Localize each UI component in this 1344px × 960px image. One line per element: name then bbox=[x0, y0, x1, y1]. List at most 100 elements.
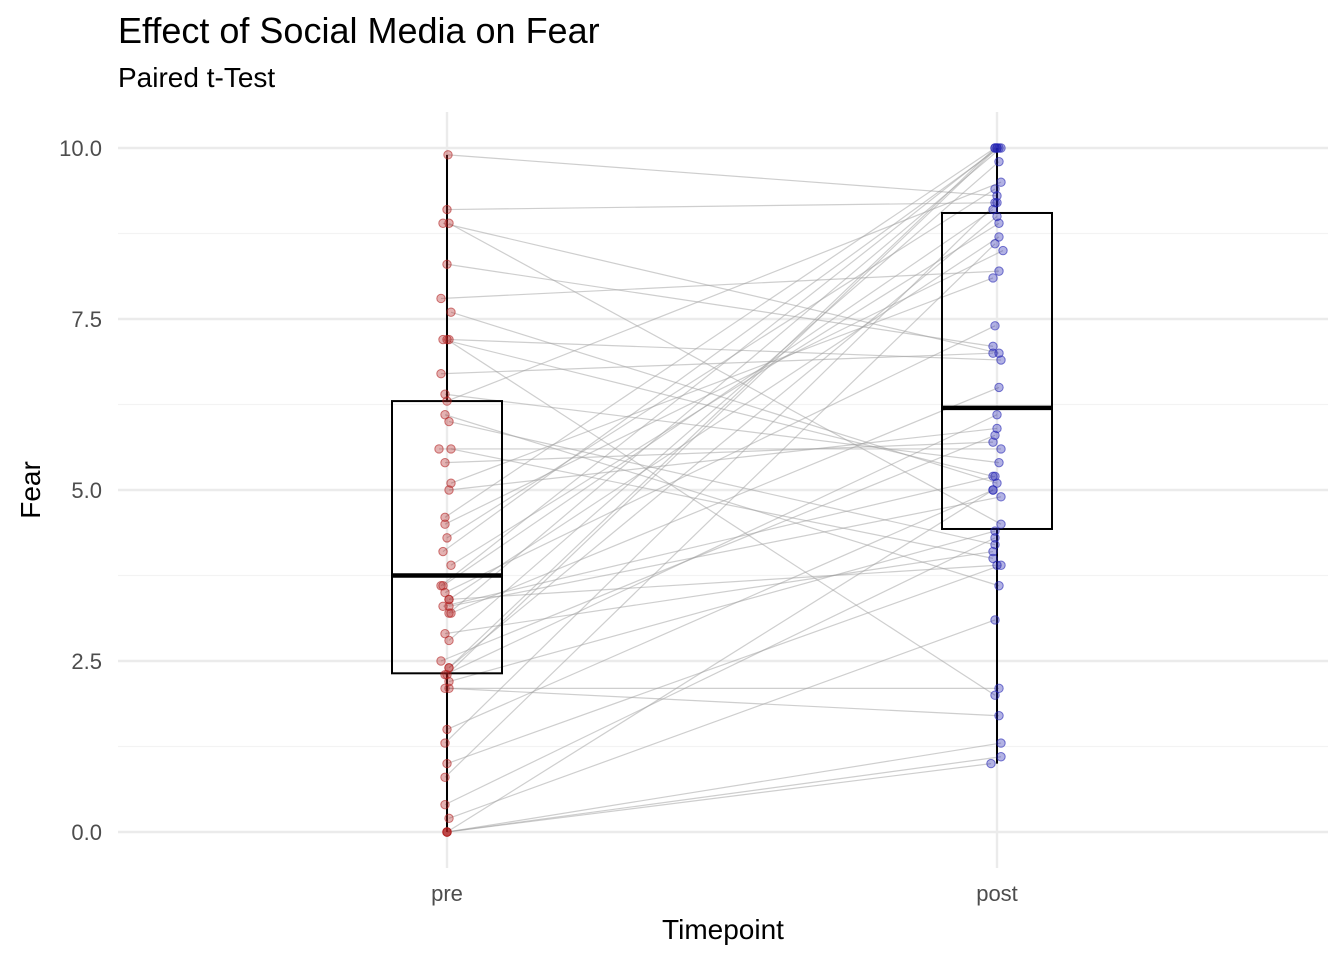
y-tick-label: 5.0 bbox=[71, 478, 102, 503]
point-pre bbox=[444, 485, 454, 495]
point-pre bbox=[440, 628, 450, 639]
paired-line bbox=[446, 339, 996, 696]
point-pre bbox=[444, 635, 454, 646]
paired-line bbox=[440, 352, 994, 375]
x-tick-label-post: post bbox=[976, 881, 1018, 906]
chart-title: Effect of Social Media on Fear bbox=[118, 10, 600, 51]
paired-line bbox=[450, 222, 1000, 566]
point-pre bbox=[442, 758, 452, 769]
point-pre bbox=[444, 676, 454, 687]
paired-line bbox=[450, 386, 1000, 614]
paired-line bbox=[444, 147, 996, 518]
point-post bbox=[994, 218, 1004, 228]
paired-line bbox=[448, 427, 998, 491]
boxplot-layer bbox=[391, 148, 1053, 832]
point-post bbox=[988, 546, 998, 557]
point-post bbox=[988, 341, 998, 352]
axis-layer: 0.0 2.5 5.0 7.5 10.0 pre post bbox=[59, 136, 1018, 906]
point-pre bbox=[444, 608, 454, 618]
point-post bbox=[988, 485, 998, 495]
point-post bbox=[990, 690, 1000, 700]
paired-line bbox=[444, 393, 1000, 464]
paired-line bbox=[442, 147, 1000, 553]
point-post bbox=[996, 444, 1006, 454]
paired-line bbox=[446, 564, 1002, 765]
point-pre bbox=[442, 533, 452, 543]
point-pre bbox=[436, 369, 446, 379]
point-pre bbox=[440, 410, 450, 420]
paired-line bbox=[448, 687, 1000, 717]
point-pre bbox=[442, 259, 452, 269]
paired-line bbox=[448, 147, 1002, 614]
point-post bbox=[994, 711, 1004, 721]
paired-line bbox=[444, 325, 996, 594]
y-axis-title: Fear bbox=[15, 461, 46, 519]
paired-line bbox=[440, 270, 1000, 300]
point-post bbox=[988, 437, 998, 447]
point-post bbox=[992, 191, 1002, 201]
paired-line bbox=[444, 537, 996, 806]
point-post bbox=[996, 752, 1006, 762]
point-pre bbox=[446, 478, 456, 488]
point-post bbox=[988, 204, 998, 215]
paired-line bbox=[448, 496, 1002, 607]
point-post bbox=[992, 423, 1002, 434]
paired-line bbox=[446, 489, 994, 730]
point-pre bbox=[440, 389, 450, 399]
paired-line bbox=[448, 619, 996, 819]
box-pre bbox=[391, 400, 503, 675]
point-pre bbox=[442, 204, 452, 215]
paired-line bbox=[444, 414, 1000, 587]
point-post bbox=[988, 553, 998, 564]
point-pre bbox=[444, 813, 454, 824]
point-pre bbox=[440, 512, 450, 523]
paired-line bbox=[442, 475, 996, 607]
point-pre bbox=[446, 560, 456, 570]
point-pre bbox=[436, 581, 446, 591]
paired-lines-layer bbox=[439, 147, 1004, 833]
paired-line bbox=[440, 434, 996, 662]
point-post bbox=[994, 581, 1004, 591]
point-pre bbox=[446, 444, 456, 454]
point-post bbox=[990, 526, 1000, 536]
point-post bbox=[992, 211, 1002, 222]
point-post bbox=[990, 615, 1000, 625]
point-pre bbox=[444, 218, 454, 228]
point-post bbox=[992, 560, 1002, 570]
point-pre bbox=[440, 799, 450, 810]
point-post bbox=[992, 198, 1002, 208]
paired-line bbox=[444, 202, 998, 744]
paired-line bbox=[448, 236, 1000, 600]
point-pre bbox=[442, 827, 452, 837]
point-post bbox=[994, 266, 1004, 276]
point-post bbox=[996, 177, 1006, 187]
point-pre bbox=[442, 334, 452, 345]
point-pre bbox=[443, 150, 453, 160]
paired-line bbox=[444, 414, 998, 676]
y-tick-label: 0.0 bbox=[71, 820, 102, 845]
point-pre bbox=[438, 546, 448, 557]
point-post bbox=[988, 348, 998, 358]
point-pre bbox=[444, 416, 454, 427]
paired-line bbox=[446, 202, 996, 211]
point-pre bbox=[442, 669, 452, 680]
paired-line bbox=[442, 222, 1000, 354]
point-post bbox=[988, 273, 998, 283]
point-pre bbox=[442, 724, 452, 735]
paired-line bbox=[446, 756, 1002, 833]
paired-line bbox=[450, 277, 994, 484]
point-pre bbox=[444, 594, 454, 605]
paired-line bbox=[446, 763, 992, 833]
point-post bbox=[996, 492, 1006, 502]
points-layer bbox=[434, 143, 1008, 837]
point-pre bbox=[446, 307, 456, 317]
point-pre bbox=[444, 601, 454, 611]
paired-line bbox=[448, 338, 1002, 361]
paired-line bbox=[447, 154, 998, 197]
x-tick-label-pre: pre bbox=[431, 881, 463, 906]
paired-line bbox=[446, 147, 998, 676]
point-pre bbox=[436, 656, 446, 666]
paired-line bbox=[446, 188, 996, 539]
paired-line bbox=[442, 338, 994, 477]
paired-line bbox=[448, 564, 998, 601]
